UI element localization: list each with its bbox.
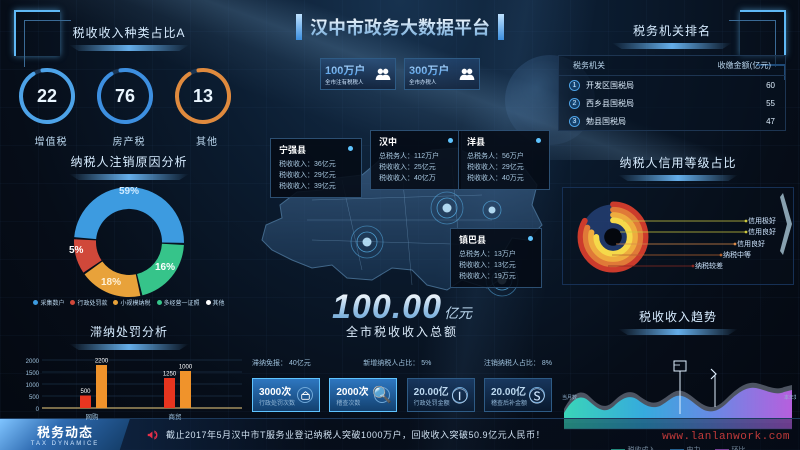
svg-text:当月数: 当月数 [562,394,577,401]
svg-text:网购: 网购 [85,412,99,421]
svg-text:500: 500 [28,395,39,401]
svg-text:本年数: 本年数 [784,394,796,401]
svg-text:1250: 1250 [162,372,176,378]
svg-text:2200: 2200 [94,359,108,365]
svg-text:1500: 1500 [25,371,39,377]
svg-text:2000: 2000 [25,359,39,365]
svg-text:商贸: 商贸 [168,412,182,421]
svg-text:0: 0 [35,407,39,413]
svg-text:500: 500 [80,389,91,395]
svg-text:1000: 1000 [25,383,39,389]
svg-text:1000: 1000 [178,365,192,371]
